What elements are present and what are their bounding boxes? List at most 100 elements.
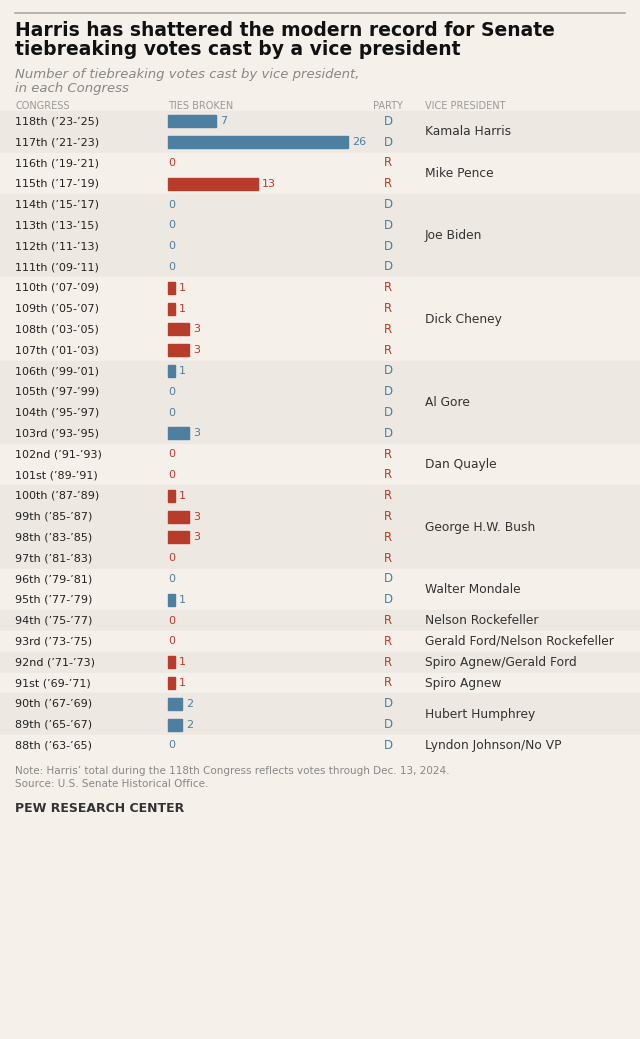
Text: D: D <box>383 427 392 439</box>
Text: R: R <box>384 282 392 294</box>
Text: 90th (’67-’69): 90th (’67-’69) <box>15 699 92 709</box>
Text: Spiro Agnew/Gerald Ford: Spiro Agnew/Gerald Ford <box>425 656 577 669</box>
Text: 0: 0 <box>168 387 175 397</box>
Text: D: D <box>383 718 392 731</box>
Text: R: R <box>384 552 392 565</box>
Text: 93rd (’73-’75): 93rd (’73-’75) <box>15 637 92 646</box>
Text: tiebreaking votes cast by a vice president: tiebreaking votes cast by a vice preside… <box>15 39 461 59</box>
Text: R: R <box>384 635 392 648</box>
Text: Dick Cheney: Dick Cheney <box>425 313 502 325</box>
Text: 114th (’15-’17): 114th (’15-’17) <box>15 199 99 210</box>
Text: D: D <box>383 136 392 149</box>
Text: 3: 3 <box>193 428 200 438</box>
Text: R: R <box>384 344 392 356</box>
Text: 0: 0 <box>168 158 175 168</box>
Text: 112th (’11-’13): 112th (’11-’13) <box>15 241 99 251</box>
Text: PARTY: PARTY <box>373 101 403 111</box>
Text: 1: 1 <box>179 658 186 667</box>
Text: CONGRESS: CONGRESS <box>15 101 70 111</box>
Text: R: R <box>384 323 392 336</box>
Text: 115th (’17-’19): 115th (’17-’19) <box>15 179 99 189</box>
Text: 1: 1 <box>179 594 186 605</box>
Text: 1: 1 <box>179 303 186 314</box>
Text: D: D <box>383 406 392 419</box>
Text: D: D <box>383 261 392 273</box>
Bar <box>0 568 640 610</box>
Bar <box>0 361 640 444</box>
Bar <box>168 677 175 689</box>
Text: Number of tiebreaking votes cast by vice president,: Number of tiebreaking votes cast by vice… <box>15 68 360 81</box>
Text: 3: 3 <box>193 324 200 335</box>
Text: 101st (’89-’91): 101st (’89-’91) <box>15 470 98 480</box>
Text: D: D <box>383 240 392 252</box>
Text: 0: 0 <box>168 449 175 459</box>
Bar <box>0 610 640 631</box>
Bar <box>0 735 640 755</box>
Text: 26: 26 <box>352 137 366 148</box>
Text: 0: 0 <box>168 637 175 646</box>
Text: 104th (’95-’97): 104th (’95-’97) <box>15 407 99 418</box>
Text: Hubert Humphrey: Hubert Humphrey <box>425 708 535 721</box>
Bar <box>168 178 258 190</box>
Text: Note: Harris’ total during the 118th Congress reflects votes through Dec. 13, 20: Note: Harris’ total during the 118th Con… <box>15 766 449 776</box>
Bar <box>0 153 640 194</box>
Text: 98th (’83-’85): 98th (’83-’85) <box>15 532 92 542</box>
Text: 118th (’23-’25): 118th (’23-’25) <box>15 116 99 127</box>
Bar <box>168 489 175 502</box>
Text: 109th (’05-’07): 109th (’05-’07) <box>15 303 99 314</box>
Bar <box>0 444 640 485</box>
Text: Al Gore: Al Gore <box>425 396 470 408</box>
Text: 92nd (’71-’73): 92nd (’71-’73) <box>15 658 95 667</box>
Text: 2: 2 <box>186 720 193 729</box>
Bar <box>0 672 640 693</box>
Text: 116th (’19-’21): 116th (’19-’21) <box>15 158 99 168</box>
Text: 0: 0 <box>168 470 175 480</box>
Text: Kamala Harris: Kamala Harris <box>425 126 511 138</box>
Bar <box>168 427 189 439</box>
Text: R: R <box>384 302 392 315</box>
Text: D: D <box>383 385 392 398</box>
Text: 94th (’75-’77): 94th (’75-’77) <box>15 615 92 625</box>
Text: D: D <box>383 697 392 711</box>
Text: 0: 0 <box>168 241 175 251</box>
Bar <box>168 593 175 606</box>
Text: Nelson Rockefeller: Nelson Rockefeller <box>425 614 538 628</box>
Text: 0: 0 <box>168 741 175 750</box>
Text: R: R <box>384 656 392 669</box>
Text: D: D <box>383 219 392 232</box>
Text: 3: 3 <box>193 345 200 355</box>
Text: Spiro Agnew: Spiro Agnew <box>425 676 501 690</box>
Text: 1: 1 <box>179 283 186 293</box>
Text: 1: 1 <box>179 678 186 688</box>
Text: 0: 0 <box>168 262 175 272</box>
Bar <box>168 115 216 128</box>
Text: Dan Quayle: Dan Quayle <box>425 458 497 471</box>
Text: R: R <box>384 510 392 523</box>
Text: D: D <box>383 115 392 128</box>
Text: 89th (’65-’67): 89th (’65-’67) <box>15 720 92 729</box>
Text: Harris has shattered the modern record for Senate: Harris has shattered the modern record f… <box>15 21 555 39</box>
Text: 96th (’79-’81): 96th (’79-’81) <box>15 574 92 584</box>
Text: 107th (’01-’03): 107th (’01-’03) <box>15 345 99 355</box>
Text: 105th (’97-’99): 105th (’97-’99) <box>15 387 99 397</box>
Bar <box>0 631 640 651</box>
Text: 0: 0 <box>168 553 175 563</box>
Bar <box>168 510 189 523</box>
Bar <box>168 323 189 336</box>
Bar <box>0 485 640 568</box>
Text: 0: 0 <box>168 199 175 210</box>
Text: 1: 1 <box>179 366 186 376</box>
Text: 2: 2 <box>186 699 193 709</box>
Text: 110th (’07-’09): 110th (’07-’09) <box>15 283 99 293</box>
Text: 111th (’09-’11): 111th (’09-’11) <box>15 262 99 272</box>
Text: R: R <box>384 614 392 628</box>
Text: R: R <box>384 157 392 169</box>
Text: TIES BROKEN: TIES BROKEN <box>168 101 233 111</box>
Text: 0: 0 <box>168 615 175 625</box>
Text: 3: 3 <box>193 532 200 542</box>
Text: 113th (’13-’15): 113th (’13-’15) <box>15 220 99 231</box>
Text: 88th (’63-’65): 88th (’63-’65) <box>15 741 92 750</box>
Text: 100th (’87-’89): 100th (’87-’89) <box>15 490 99 501</box>
Text: George H.W. Bush: George H.W. Bush <box>425 521 535 533</box>
Text: R: R <box>384 489 392 502</box>
